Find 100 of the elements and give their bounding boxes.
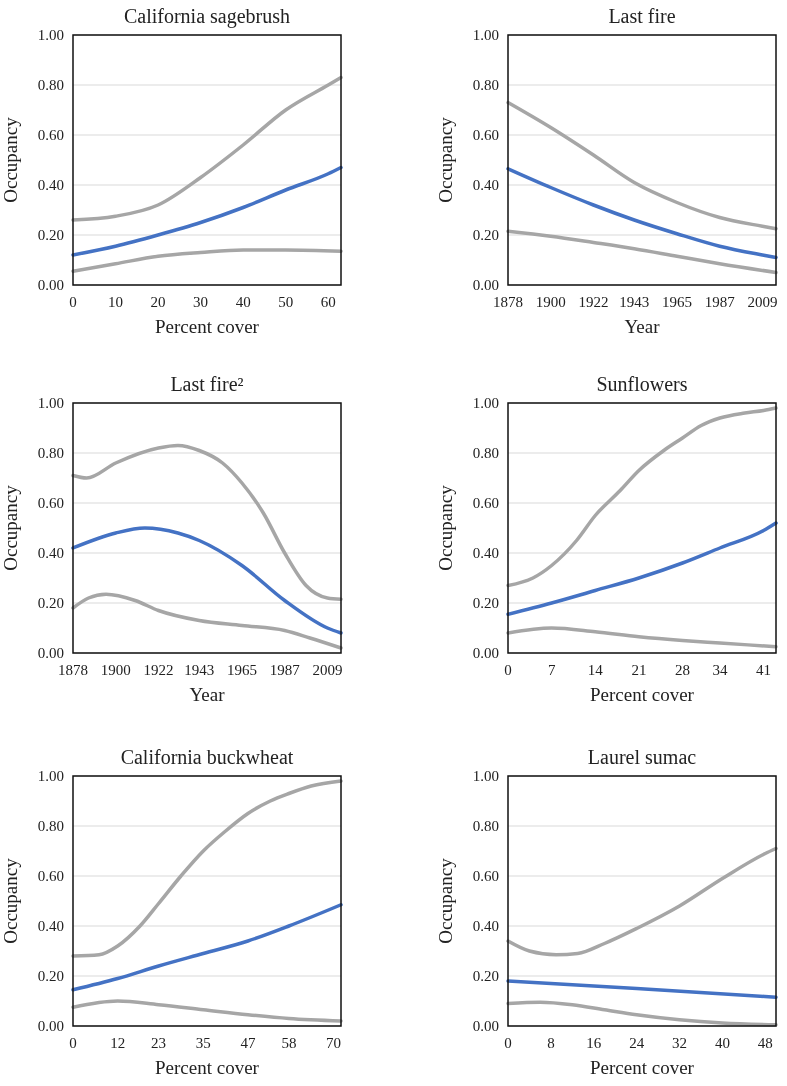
y-tick-label: 0.20 bbox=[37, 595, 64, 612]
x-tick-label: 1965 bbox=[226, 662, 257, 678]
y-tick-label: 0.60 bbox=[37, 127, 64, 144]
x-tick-label: 41 bbox=[756, 662, 772, 678]
y-tick-label: 0.40 bbox=[472, 545, 499, 562]
x-tick-label: 60 bbox=[320, 294, 336, 310]
y-tick-label: 1.00 bbox=[37, 768, 64, 785]
line-series bbox=[71, 165, 343, 257]
x-tick-label: 48 bbox=[757, 1035, 773, 1051]
x-tick-label: 47 bbox=[240, 1035, 256, 1051]
y-tick-label: 0.20 bbox=[472, 227, 499, 244]
y-tick-label: 0.00 bbox=[37, 277, 64, 294]
y-tick-label: 0.80 bbox=[37, 77, 64, 94]
x-tick-label: 1987 bbox=[269, 662, 301, 678]
line-series bbox=[506, 521, 778, 616]
x-tick-label: 1922 bbox=[143, 662, 174, 678]
x-tick-label: 1943 bbox=[184, 662, 215, 678]
x-tick-label: 0 bbox=[504, 662, 512, 678]
x-tick-label: 10 bbox=[108, 294, 124, 310]
x-tick-label: 35 bbox=[195, 1035, 211, 1051]
y-tick-label: 0.60 bbox=[472, 868, 499, 885]
x-tick-label: 23 bbox=[151, 1035, 167, 1051]
x-tick-label: 21 bbox=[631, 662, 647, 678]
x-tick-label: 1987 bbox=[704, 294, 736, 310]
chart-title: Last fire² bbox=[170, 373, 244, 395]
x-tick-label: 1878 bbox=[58, 662, 88, 678]
line-series bbox=[506, 626, 778, 649]
y-tick-label: 1.00 bbox=[472, 395, 499, 412]
y-tick-label: 0.40 bbox=[472, 918, 499, 935]
y-tick-label: 0.80 bbox=[472, 818, 499, 835]
chart-title: California sagebrush bbox=[123, 5, 291, 28]
chart-title: Sunflowers bbox=[596, 373, 688, 395]
y-tick-label: 0.00 bbox=[472, 645, 499, 662]
x-tick-label: 1900 bbox=[100, 662, 131, 678]
x-tick-label: 1878 bbox=[493, 294, 523, 310]
x-tick-label: 34 bbox=[712, 662, 728, 678]
x-tick-label: 70 bbox=[326, 1035, 342, 1051]
line-series bbox=[506, 229, 778, 275]
x-tick-label: 0 bbox=[69, 294, 77, 310]
y-axis-title: Occupancy bbox=[0, 484, 21, 571]
y-tick-label: 0.40 bbox=[37, 918, 64, 935]
y-tick-label: 0.80 bbox=[37, 445, 64, 462]
y-tick-label: 0.00 bbox=[472, 277, 499, 294]
line-series bbox=[71, 903, 343, 992]
y-axis-title: Occupancy bbox=[435, 116, 456, 203]
line-series bbox=[506, 846, 778, 957]
x-tick-label: 8 bbox=[547, 1035, 555, 1051]
y-tick-label: 0.20 bbox=[37, 968, 64, 985]
x-axis-title: Year bbox=[189, 684, 226, 705]
x-tick-label: 12 bbox=[110, 1035, 126, 1051]
line-series bbox=[71, 443, 343, 601]
y-axis-title: Occupancy bbox=[435, 484, 456, 571]
x-axis-title: Percent cover bbox=[590, 1057, 695, 1078]
chart-title: Laurel sumac bbox=[587, 746, 697, 768]
x-tick-label: 58 bbox=[281, 1035, 297, 1051]
x-tick-label: 14 bbox=[587, 662, 604, 678]
x-tick-label: 24 bbox=[629, 1035, 645, 1051]
x-tick-label: 1943 bbox=[619, 294, 650, 310]
x-tick-label: 28 bbox=[675, 662, 691, 678]
y-tick-label: 0.60 bbox=[37, 868, 64, 885]
y-tick-label: 0.80 bbox=[472, 445, 499, 462]
x-tick-label: 30 bbox=[193, 294, 209, 310]
line-series bbox=[506, 406, 778, 588]
y-tick-label: 1.00 bbox=[472, 768, 499, 785]
y-axis-title: Occupancy bbox=[435, 857, 456, 944]
y-tick-label: 0.80 bbox=[472, 77, 499, 94]
line-series bbox=[71, 526, 343, 635]
x-tick-label: 0 bbox=[69, 1035, 77, 1051]
x-tick-label: 2009 bbox=[312, 662, 343, 678]
x-tick-label: 7 bbox=[547, 662, 556, 678]
y-tick-label: 0.40 bbox=[472, 177, 499, 194]
x-tick-label: 1900 bbox=[535, 294, 566, 310]
y-tick-label: 0.00 bbox=[472, 1018, 499, 1035]
y-tick-label: 1.00 bbox=[37, 27, 64, 44]
x-tick-label: 40 bbox=[714, 1035, 730, 1051]
y-tick-label: 0.40 bbox=[37, 177, 64, 194]
y-tick-label: 0.20 bbox=[37, 227, 64, 244]
line-series bbox=[71, 592, 343, 650]
x-axis-title: Percent cover bbox=[155, 316, 260, 337]
line-series bbox=[506, 100, 778, 231]
x-tick-label: 1922 bbox=[578, 294, 609, 310]
line-series bbox=[71, 779, 343, 958]
y-tick-label: 0.20 bbox=[472, 595, 499, 612]
y-tick-label: 0.60 bbox=[472, 127, 499, 144]
x-tick-label: 20 bbox=[150, 294, 166, 310]
y-axis-title: Occupancy bbox=[0, 857, 21, 944]
chart-title: Last fire bbox=[608, 5, 676, 27]
x-tick-label: 50 bbox=[278, 294, 294, 310]
line-series bbox=[506, 1000, 778, 1027]
x-tick-label: 40 bbox=[235, 294, 251, 310]
x-axis-title: Year bbox=[624, 316, 661, 337]
y-tick-label: 0.00 bbox=[37, 645, 64, 662]
x-tick-label: 2009 bbox=[747, 294, 778, 310]
y-tick-label: 0.00 bbox=[37, 1018, 64, 1035]
y-axis-title: Occupancy bbox=[0, 116, 21, 203]
x-tick-label: 1965 bbox=[661, 294, 692, 310]
line-series bbox=[506, 167, 778, 260]
x-axis-title: Percent cover bbox=[590, 684, 695, 705]
chart-title: California buckwheat bbox=[120, 746, 294, 768]
line-series bbox=[71, 999, 343, 1023]
